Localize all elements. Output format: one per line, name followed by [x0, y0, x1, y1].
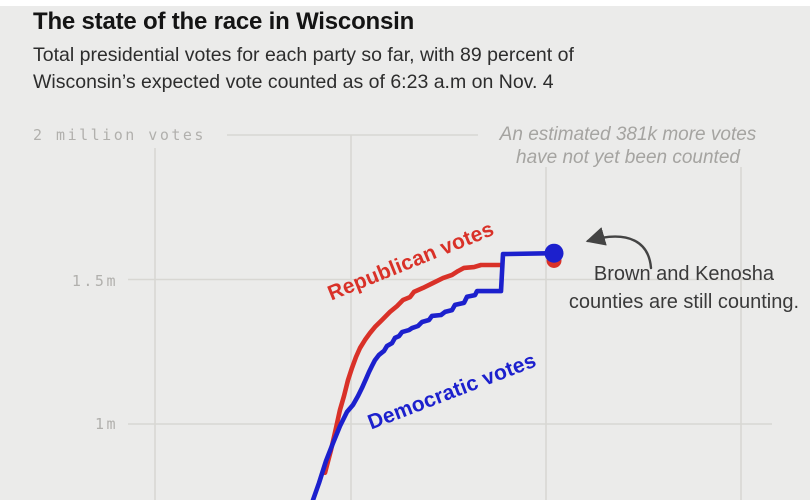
page-title: The state of the race in Wisconsin — [33, 8, 415, 35]
uncounted-votes-line-1: An estimated 381k more votes — [499, 124, 757, 145]
democratic-endpoint-dot — [544, 243, 564, 263]
subtitle-line-1: Total presidential votes for each party … — [33, 44, 574, 66]
uncounted-votes-annotation: An estimated 381k more votes have not ye… — [468, 123, 788, 169]
annotation-arrow — [585, 227, 653, 270]
still-counting-annotation: Brown and Kenosha counties are still cou… — [545, 260, 810, 316]
still-counting-line-1: Brown and Kenosha — [593, 263, 775, 285]
democratic-line — [310, 250, 557, 500]
y-axis-label-1m: 1m — [94, 415, 118, 433]
chart-subtitle: Total presidential votes for each party … — [33, 42, 763, 96]
still-counting-line-2: counties are still counting. — [568, 291, 800, 313]
top-divider — [0, 0, 810, 6]
y-axis-label-1-5m: 1.5m — [71, 272, 118, 290]
republican-line — [322, 262, 503, 476]
subtitle-line-2: Wisconsin’s expected vote counted as of … — [33, 71, 554, 93]
y-axis-label-2m: 2 million votes — [33, 126, 206, 144]
uncounted-votes-line-2: have not yet been counted — [516, 147, 740, 168]
